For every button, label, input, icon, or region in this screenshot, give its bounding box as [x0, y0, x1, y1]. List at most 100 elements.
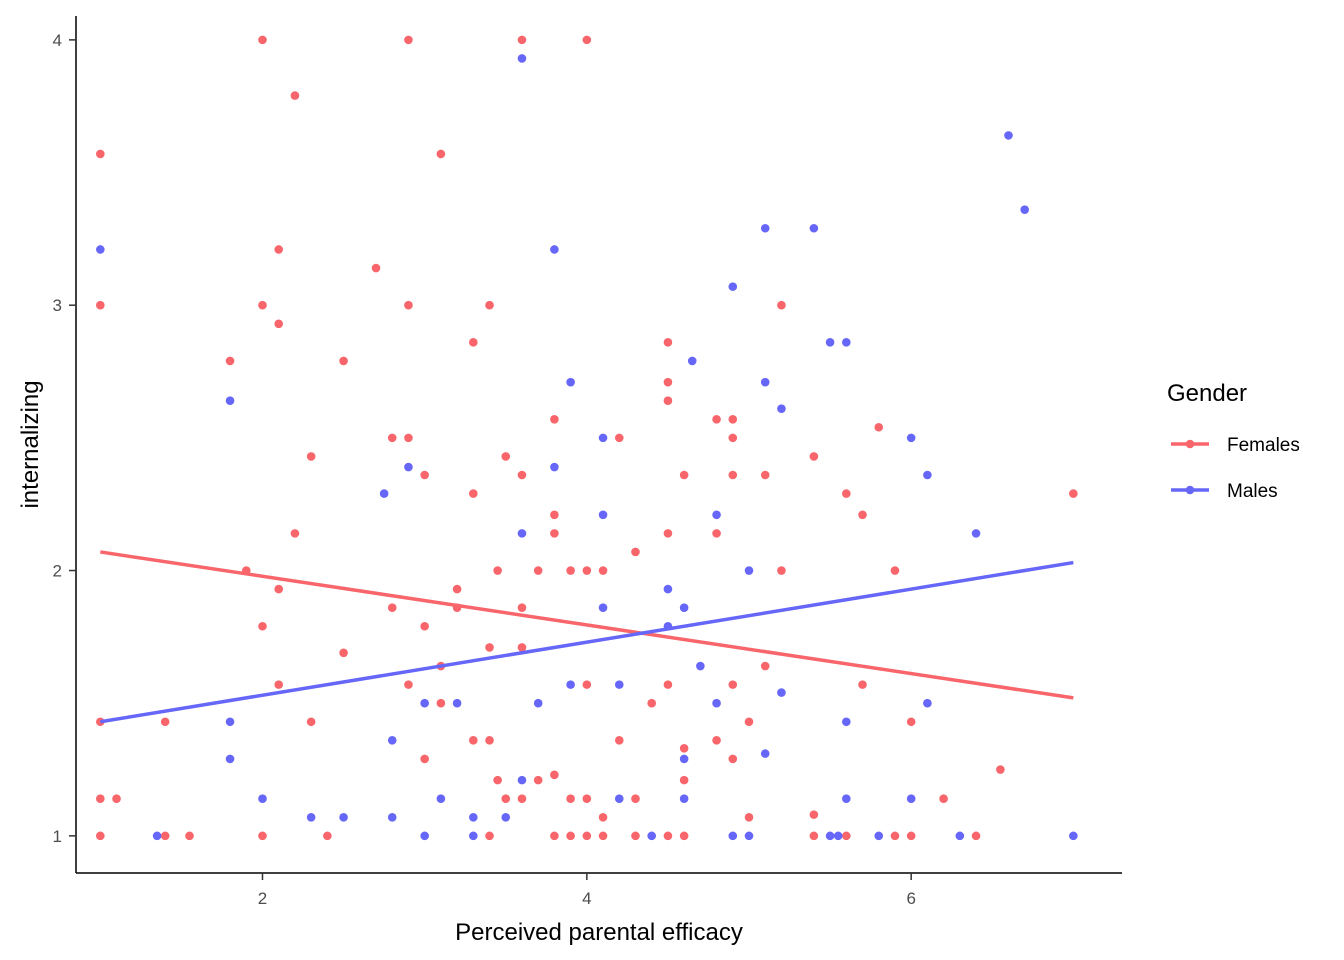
x-axis-title: Perceived parental efficacy: [455, 919, 743, 946]
point-males: [923, 698, 932, 708]
point-females: [469, 338, 478, 347]
point-females: [728, 470, 738, 480]
y-axis-title: internalizing: [17, 380, 44, 508]
point-females: [679, 743, 689, 753]
point-females: [614, 736, 624, 745]
point-males: [777, 404, 786, 413]
point-females: [258, 300, 267, 310]
point-females: [550, 831, 559, 841]
point-females: [112, 794, 121, 804]
point-females: [290, 91, 300, 100]
point-females: [566, 794, 575, 804]
point-females: [185, 831, 194, 841]
point-females: [858, 680, 867, 689]
point-females: [809, 810, 819, 819]
point-females: [493, 566, 502, 575]
point-males: [258, 794, 267, 804]
point-females: [971, 831, 981, 841]
point-males: [598, 510, 608, 520]
point-males: [306, 812, 316, 822]
point-females: [493, 775, 502, 785]
point-females: [890, 831, 900, 841]
point-females: [598, 831, 608, 841]
point-males: [696, 661, 705, 671]
fit-lines-layer: [100, 550, 1074, 724]
point-males: [1069, 831, 1078, 841]
fit-line-females: [100, 550, 1074, 700]
point-females: [728, 754, 738, 764]
point-females: [306, 452, 316, 461]
point-females: [96, 831, 105, 841]
point-males: [152, 831, 162, 841]
point-females: [679, 775, 689, 785]
point-females: [598, 812, 608, 822]
point-males: [906, 433, 916, 443]
point-males: [809, 223, 819, 233]
point-males: [842, 717, 851, 727]
point-females: [842, 831, 851, 841]
point-females: [274, 319, 284, 329]
point-females: [452, 584, 462, 594]
point-males: [842, 338, 851, 347]
point-females: [274, 680, 284, 689]
point-females: [96, 717, 105, 727]
point-females: [485, 831, 494, 841]
point-males: [387, 736, 397, 745]
point-females: [614, 433, 624, 443]
point-males: [566, 680, 575, 689]
y-tick-label: 3: [53, 296, 62, 315]
point-females: [874, 422, 884, 432]
point-females: [306, 717, 316, 727]
point-females: [550, 529, 559, 538]
point-females: [533, 566, 543, 575]
point-females: [96, 300, 105, 310]
point-males: [825, 338, 835, 347]
point-females: [663, 680, 673, 689]
point-females: [274, 245, 284, 254]
y-axis-ticks: 1 2 3 4: [53, 31, 76, 846]
point-females: [436, 149, 446, 159]
point-females: [517, 643, 527, 652]
point-females: [679, 470, 689, 480]
point-males: [728, 831, 738, 841]
point-males: [598, 433, 608, 443]
fit-line-males: [100, 560, 1074, 724]
point-females: [517, 35, 527, 45]
point-females: [582, 831, 592, 841]
point-females: [258, 831, 267, 841]
point-females: [550, 770, 559, 780]
point-females: [582, 680, 592, 689]
point-females: [663, 529, 673, 538]
point-females: [339, 356, 348, 366]
point-females: [258, 621, 267, 631]
point-males: [679, 754, 689, 764]
point-females: [485, 736, 494, 745]
point-males: [760, 223, 770, 233]
legend-label: Males: [1227, 481, 1278, 502]
point-females: [160, 831, 170, 841]
point-females: [631, 831, 640, 841]
point-females: [420, 621, 429, 631]
point-females: [728, 414, 738, 424]
point-females: [582, 794, 592, 804]
point-females: [728, 680, 738, 689]
point-males: [825, 831, 835, 841]
point-females: [420, 470, 429, 480]
point-females: [809, 831, 819, 841]
point-females: [777, 566, 786, 575]
point-females: [777, 300, 786, 310]
point-males: [420, 698, 429, 708]
point-males: [955, 831, 965, 841]
point-males: [469, 831, 478, 841]
x-tick-label: 2: [258, 889, 267, 908]
point-females: [598, 566, 608, 575]
point-females: [469, 489, 478, 498]
x-tick-label: 6: [906, 889, 915, 908]
point-males: [517, 775, 527, 785]
point-males: [517, 54, 527, 63]
point-females: [728, 433, 738, 443]
point-females: [550, 510, 559, 520]
point-females: [631, 547, 640, 557]
point-females: [533, 775, 543, 785]
point-males: [842, 794, 851, 804]
